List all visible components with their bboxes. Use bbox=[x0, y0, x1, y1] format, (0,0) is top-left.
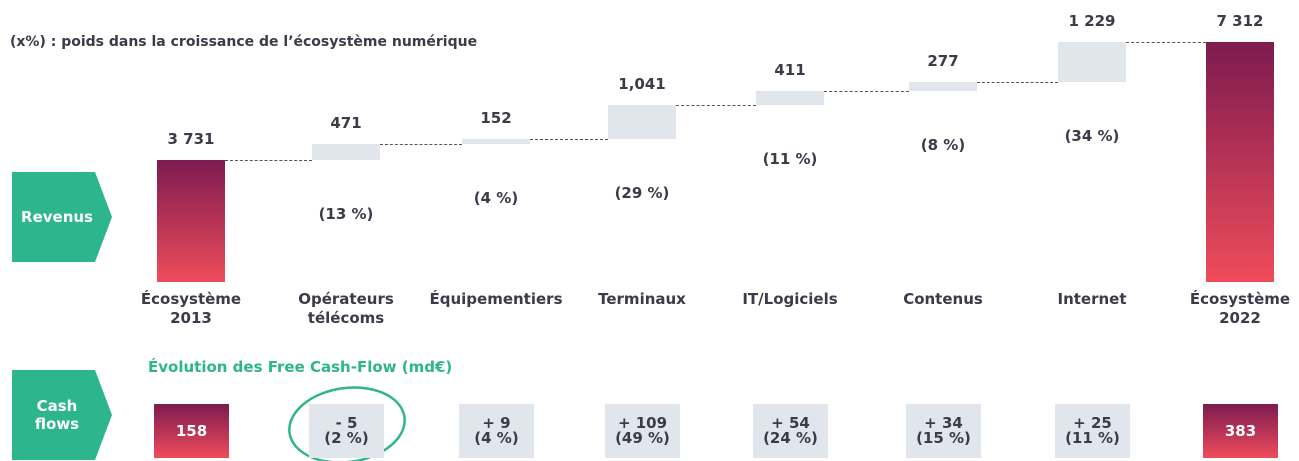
x-tick-label: Opérateurs télécoms bbox=[298, 290, 394, 327]
value-label: 1 229 bbox=[1068, 12, 1116, 30]
connector bbox=[824, 91, 909, 93]
connector bbox=[380, 144, 462, 146]
step-bar bbox=[462, 139, 530, 145]
row-label: Cash flows bbox=[34, 397, 80, 433]
share-label: (11 %) bbox=[762, 149, 818, 168]
cash-flow-share: (11 %) bbox=[1065, 429, 1120, 447]
cash-flow-label: + 54 bbox=[771, 414, 810, 432]
connector bbox=[977, 82, 1058, 84]
x-tick-label: Internet bbox=[1057, 290, 1127, 308]
note: (x%) : poids dans la croissance de l’éco… bbox=[10, 34, 478, 50]
total-bar bbox=[157, 159, 225, 282]
value-label: 471 bbox=[330, 114, 362, 133]
row-label: Revenus bbox=[21, 208, 93, 226]
share-label: (13 %) bbox=[318, 204, 374, 223]
cash-flow-box: + 34 (15 %) bbox=[906, 404, 981, 458]
x-tick-label: Contenus bbox=[903, 290, 983, 308]
value-label: 277 bbox=[927, 52, 959, 71]
x-tick-label: Équipementiers bbox=[429, 290, 563, 308]
cash-flow-box: + 9 (4 %) bbox=[459, 404, 534, 458]
value-label: 3 731 bbox=[167, 129, 215, 148]
share-label: (8 %) bbox=[920, 136, 966, 155]
cash-flow-label: + 25 bbox=[1073, 414, 1112, 432]
share-label: (34 %) bbox=[1064, 127, 1120, 146]
value-label: 152 bbox=[480, 109, 512, 128]
cash-flow-label: 158 bbox=[175, 421, 208, 440]
cash-flow-share: (2 %) bbox=[324, 429, 369, 447]
step-bar bbox=[1058, 42, 1126, 83]
cash-flow-box: + 25 (11 %) bbox=[1055, 404, 1130, 458]
connector bbox=[530, 139, 608, 141]
row-chevron bbox=[12, 172, 112, 262]
cash-flow-label: - 5 bbox=[335, 414, 358, 432]
x-tick-label: Écosystème 2022 bbox=[1189, 290, 1291, 327]
cash-flow-box: 383 bbox=[1203, 404, 1278, 458]
cash-flow-share: (15 %) bbox=[916, 429, 971, 447]
cash-flow-label: 383 bbox=[1224, 421, 1257, 440]
step-bar bbox=[756, 91, 824, 105]
x-tick-label: Écosystème 2013 bbox=[140, 290, 242, 327]
cash-flow-title: Évolution des Free Cash-Flow (md€) bbox=[148, 358, 453, 376]
share-label: (4 %) bbox=[473, 189, 519, 208]
cash-flow-label: + 34 bbox=[924, 414, 963, 432]
step-bar bbox=[909, 82, 977, 92]
cash-flow-box: 158 bbox=[154, 404, 229, 458]
total-bar bbox=[1206, 42, 1274, 282]
step-bar bbox=[608, 104, 676, 140]
cash-flow-label: + 9 bbox=[482, 414, 511, 432]
value-label: 411 bbox=[774, 61, 806, 80]
cash-flow-share: (24 %) bbox=[763, 429, 818, 447]
row-chevron bbox=[12, 370, 112, 460]
cash-flow-share: (4 %) bbox=[474, 429, 519, 447]
value-label: 7 312 bbox=[1216, 12, 1264, 30]
step-bar bbox=[312, 144, 380, 160]
connector bbox=[225, 159, 312, 161]
cash-flow-share: (49 %) bbox=[615, 429, 670, 447]
x-tick-label: Terminaux bbox=[598, 290, 686, 308]
cash-flow-label: + 109 bbox=[617, 414, 668, 432]
highlight-circle bbox=[288, 386, 406, 461]
cash-flow-box: + 109 (49 %) bbox=[605, 404, 680, 458]
cash-flow-box: + 54 (24 %) bbox=[753, 404, 828, 458]
x-tick-label: IT/Logiciels bbox=[742, 290, 838, 308]
connector bbox=[676, 104, 756, 106]
value-label: 1,041 bbox=[618, 74, 666, 93]
share-label: (29 %) bbox=[614, 184, 670, 203]
connector bbox=[1126, 42, 1206, 43]
cash-flow-box: - 5 (2 %) bbox=[309, 404, 384, 458]
